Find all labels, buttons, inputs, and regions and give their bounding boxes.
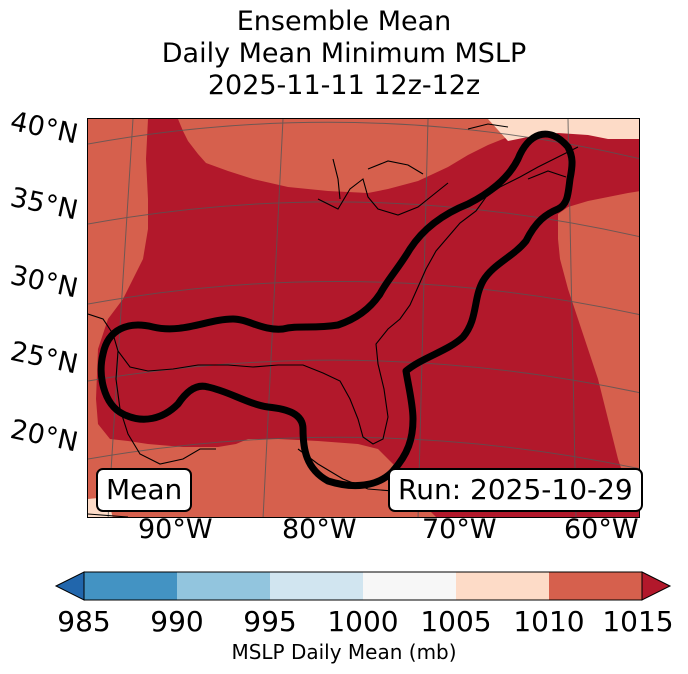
colorbar-bin-990 [177,572,270,600]
run-date-badge: Run: 2025-10-29 [388,468,643,512]
colorbar-bin-995 [270,572,363,600]
lat-label-25: 25°N [7,336,81,381]
lat-label-40: 40°N [7,106,81,151]
lon-label-80w: 80°W [282,514,357,545]
lon-label-70w: 70°W [422,514,497,545]
colorbar-label: MSLP Daily Mean (mb) [231,640,457,664]
title-line-3: 2025-11-11 12z-12z [207,70,481,101]
colorbar-outline [83,571,643,601]
colorbar-tick-985: 985 [57,605,111,638]
colorbar-tick-1015: 1015 [602,605,674,638]
colorbar-tick-1005: 1005 [420,605,492,638]
field-1005-1010 [488,119,639,141]
lat-label-30: 30°N [7,260,81,305]
colorbar-over-arrow [641,571,672,601]
lat-label-35: 35°N [7,182,81,227]
map-canvas [88,119,639,517]
lat-label-20: 20°N [7,414,81,459]
contour-line [97,130,576,490]
colorbar-bin-985 [84,572,177,600]
colorbar-tick-990: 990 [150,605,204,638]
colorbar-bin-1005 [456,572,549,600]
title-line-1: Ensemble Mean [236,6,452,37]
coastlines [88,123,579,517]
colorbar-bin-1000 [363,572,456,600]
colorbar-under-arrow [54,571,85,601]
colorbar-tick-1010: 1010 [513,605,585,638]
map-panel [87,118,640,518]
mean-badge: Mean [96,468,193,512]
lon-label-60w: 60°W [564,514,639,545]
title-line-2: Daily Mean Minimum MSLP [161,38,527,69]
lon-label-90w: 90°W [138,514,213,545]
colorbar-tick-1000: 1000 [327,605,399,638]
colorbar-tick-995: 995 [243,605,297,638]
colorbar-bin-1010 [549,572,642,600]
colorbar [54,571,672,601]
field-low-region [96,119,639,517]
